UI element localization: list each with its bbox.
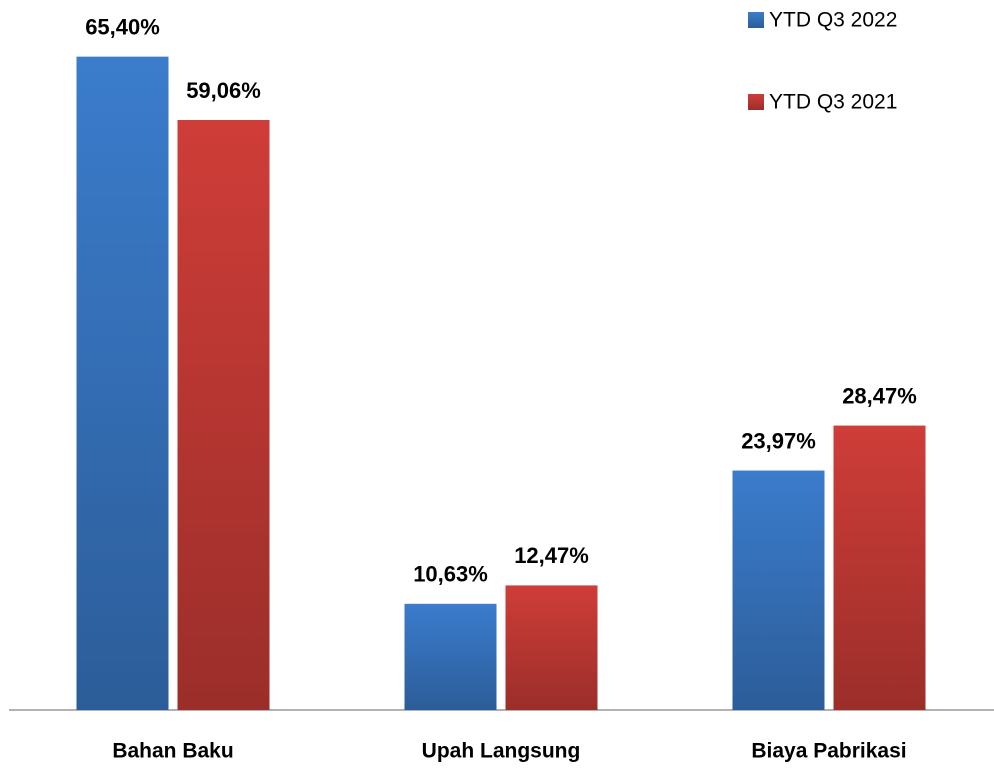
legend-label: YTD Q3 2021 — [769, 91, 897, 114]
legend-swatch — [748, 94, 764, 110]
value-label: 10,63% — [413, 562, 488, 587]
value-label: 65,40% — [85, 14, 160, 39]
value-label: 12,47% — [514, 543, 589, 568]
bar — [732, 470, 825, 710]
bar — [76, 56, 169, 711]
x-tick-label: Biaya Pabrikasi — [751, 740, 906, 763]
legend-label: YTD Q3 2022 — [769, 9, 897, 32]
bar — [833, 425, 926, 710]
bar — [404, 603, 497, 710]
x-tick-label: Upah Langsung — [422, 740, 581, 763]
value-label: 28,47% — [842, 383, 917, 408]
value-label: 23,97% — [741, 428, 816, 453]
value-label: 59,06% — [186, 78, 261, 103]
legend-swatch — [748, 12, 764, 28]
bar — [505, 585, 598, 710]
x-tick-label: Bahan Baku — [112, 740, 233, 763]
bar — [177, 119, 270, 710]
